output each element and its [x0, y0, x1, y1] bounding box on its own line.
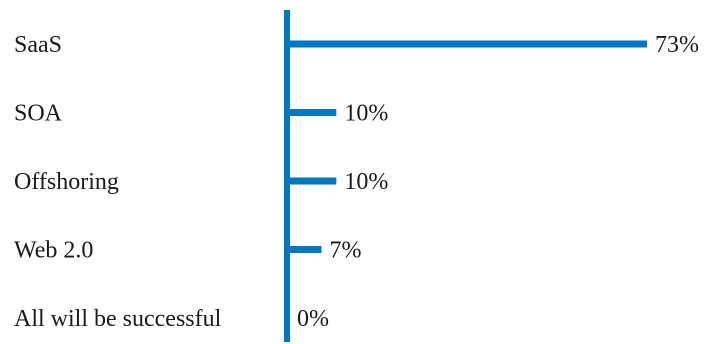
bar	[287, 246, 322, 253]
bar	[287, 40, 647, 48]
value-label: 73%	[655, 32, 699, 58]
value-label: 10%	[344, 101, 388, 127]
category-label: SOA	[14, 101, 63, 127]
value-label: 7%	[330, 238, 362, 264]
value-label: 0%	[297, 306, 329, 332]
bar	[287, 109, 337, 116]
category-label: Web 2.0	[14, 238, 93, 264]
category-label: Offshoring	[14, 169, 119, 195]
value-label: 10%	[344, 169, 388, 195]
bar	[287, 177, 337, 185]
category-label: SaaS	[14, 32, 62, 58]
category-label: All will be successful	[14, 306, 222, 332]
